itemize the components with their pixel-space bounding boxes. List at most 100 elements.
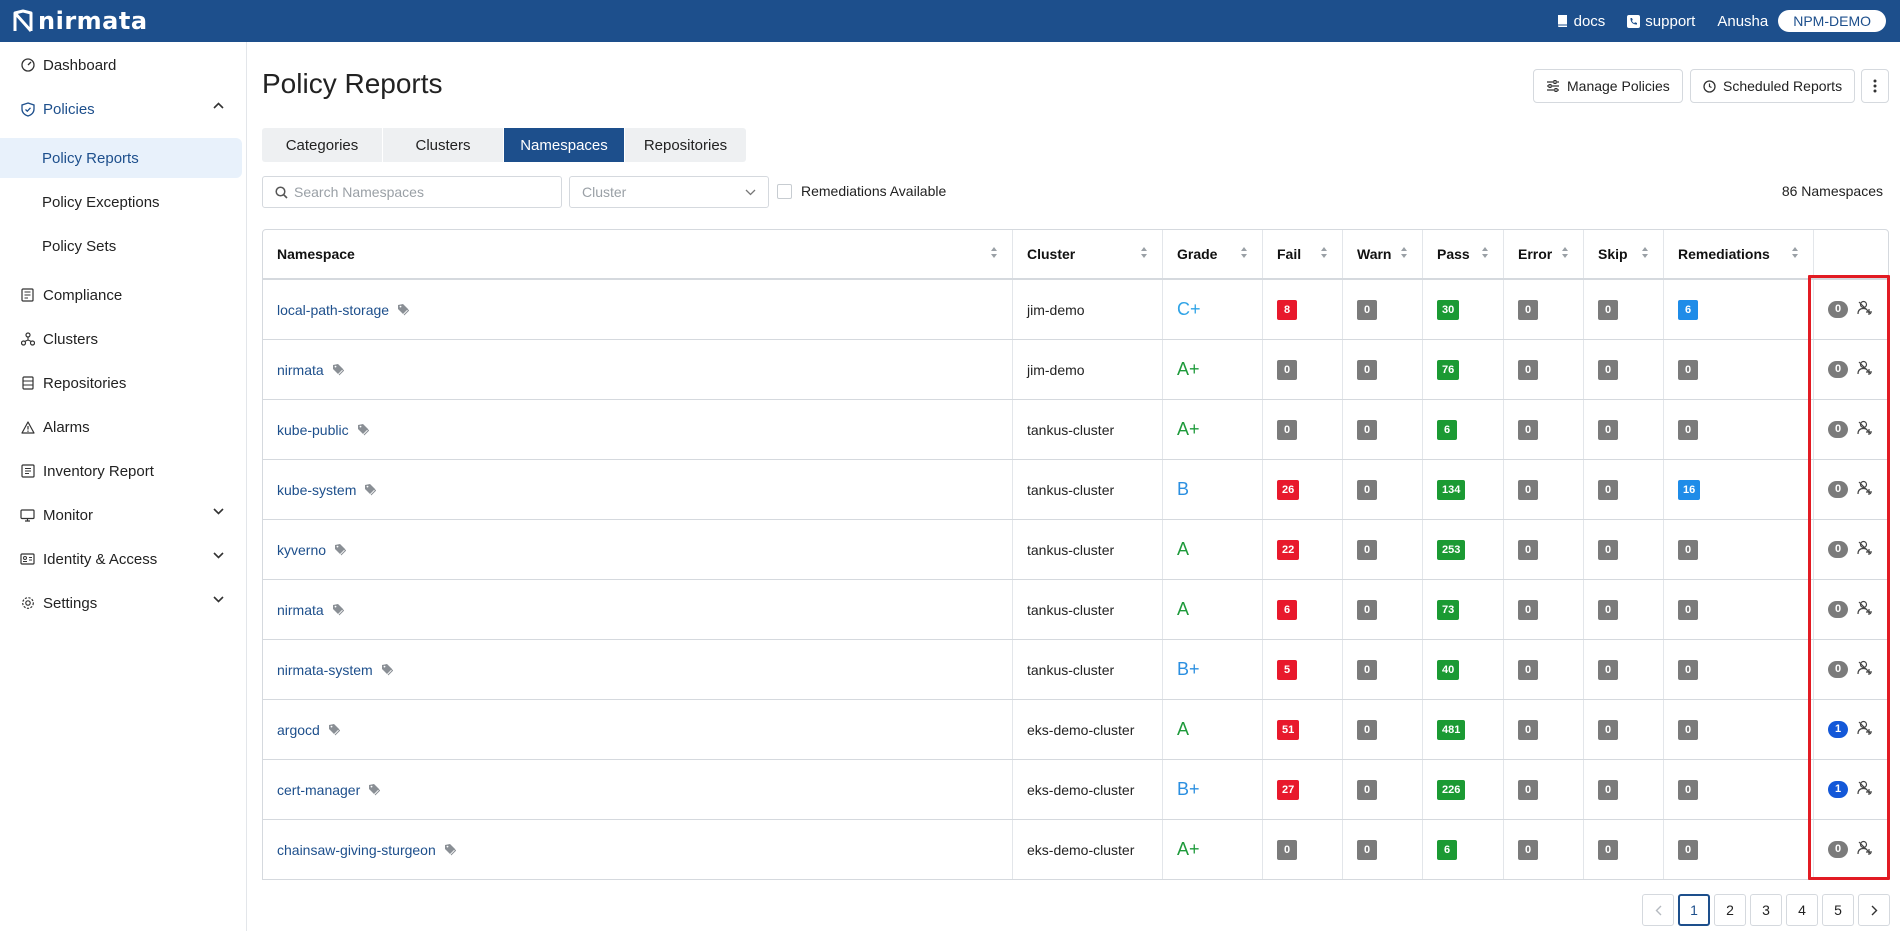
- exceptions-count-badge[interactable]: 0: [1828, 481, 1848, 498]
- sidebar-item-clusters[interactable]: Clusters: [0, 320, 246, 358]
- namespace-link[interactable]: cert-manager: [277, 781, 361, 798]
- sort-icon[interactable]: [990, 246, 998, 262]
- header-warn[interactable]: Warn: [1343, 230, 1423, 278]
- header-fail[interactable]: Fail: [1263, 230, 1343, 278]
- labels-icon[interactable]: [368, 783, 381, 796]
- header-skip[interactable]: Skip: [1584, 230, 1664, 278]
- labels-icon[interactable]: [334, 543, 347, 556]
- add-exception-icon[interactable]: [1857, 840, 1873, 859]
- exceptions-count-badge[interactable]: 0: [1828, 301, 1848, 318]
- add-exception-icon[interactable]: [1857, 660, 1873, 679]
- page-button[interactable]: 4: [1786, 894, 1818, 926]
- labels-icon[interactable]: [397, 303, 410, 316]
- namespace-link[interactable]: kyverno: [277, 541, 327, 558]
- tab-namespaces[interactable]: Namespaces: [504, 128, 625, 162]
- add-exception-icon[interactable]: [1857, 480, 1873, 499]
- sort-icon[interactable]: [1791, 246, 1799, 262]
- more-options-button[interactable]: [1861, 69, 1889, 103]
- manage-policies-button[interactable]: Manage Policies: [1533, 69, 1683, 103]
- exceptions-count-badge[interactable]: 1: [1828, 721, 1848, 738]
- chevron-up-icon[interactable]: [213, 102, 224, 109]
- add-exception-icon[interactable]: [1857, 600, 1873, 619]
- labels-icon[interactable]: [444, 843, 456, 856]
- chevron-down-icon[interactable]: [213, 552, 224, 559]
- previous-page-button[interactable]: [1642, 894, 1674, 926]
- nirmata-logo[interactable]: nirmata: [12, 7, 148, 35]
- sidebar-item-identity-access[interactable]: Identity & Access: [0, 540, 246, 578]
- add-exception-icon[interactable]: [1857, 420, 1873, 439]
- sidebar-item-policies[interactable]: Policies: [0, 90, 246, 128]
- sidebar-item-dashboard[interactable]: Dashboard: [0, 46, 246, 84]
- sort-icon[interactable]: [1561, 246, 1569, 262]
- exceptions-count-badge[interactable]: 0: [1828, 601, 1848, 618]
- sort-icon[interactable]: [1320, 246, 1328, 262]
- scheduled-reports-button[interactable]: Scheduled Reports: [1690, 69, 1856, 103]
- remediations-cell: 0: [1664, 700, 1814, 759]
- labels-icon[interactable]: [328, 723, 340, 736]
- chevron-down-icon[interactable]: [213, 596, 224, 603]
- add-exception-icon[interactable]: [1857, 300, 1873, 319]
- sidebar-subitem-policy-sets[interactable]: Policy Sets: [42, 237, 117, 255]
- labels-icon[interactable]: [332, 363, 344, 376]
- sidebar-item-alarms[interactable]: Alarms: [0, 408, 246, 446]
- header-remediations[interactable]: Remediations: [1664, 230, 1814, 278]
- sidebar-item-monitor[interactable]: Monitor: [0, 496, 246, 534]
- remediations-filter[interactable]: Remediations Available: [777, 183, 946, 199]
- add-exception-icon[interactable]: [1857, 720, 1873, 739]
- header-namespace[interactable]: Namespace: [263, 230, 1013, 278]
- support-link[interactable]: support: [1627, 13, 1695, 30]
- page-button[interactable]: 2: [1714, 894, 1746, 926]
- labels-icon[interactable]: [357, 423, 369, 436]
- org-badge[interactable]: NPM-DEMO: [1778, 10, 1886, 32]
- namespace-link[interactable]: nirmata: [277, 361, 324, 378]
- header-error[interactable]: Error: [1504, 230, 1584, 278]
- exceptions-count-badge[interactable]: 0: [1828, 661, 1848, 678]
- sidebar-item-repositories[interactable]: Repositories: [0, 364, 246, 402]
- sort-icon[interactable]: [1140, 246, 1148, 262]
- sidebar-item-compliance[interactable]: Compliance: [0, 276, 246, 314]
- header-grade[interactable]: Grade: [1163, 230, 1263, 278]
- sort-icon[interactable]: [1240, 246, 1248, 262]
- labels-icon[interactable]: [381, 663, 393, 676]
- namespace-link[interactable]: kube-system: [277, 481, 357, 498]
- sidebar-item-settings[interactable]: Settings: [0, 584, 246, 622]
- search-input[interactable]: [294, 184, 544, 200]
- exceptions-count-badge[interactable]: 0: [1828, 361, 1848, 378]
- tab-clusters[interactable]: Clusters: [383, 128, 504, 162]
- sort-icon[interactable]: [1641, 246, 1649, 262]
- cluster-select[interactable]: Cluster: [569, 176, 769, 208]
- next-page-button[interactable]: [1858, 894, 1890, 926]
- namespace-link[interactable]: kube-public: [277, 421, 349, 438]
- tab-repositories[interactable]: Repositories: [643, 136, 728, 154]
- namespace-link[interactable]: argocd: [277, 721, 320, 738]
- page-button[interactable]: 3: [1750, 894, 1782, 926]
- page-button[interactable]: 5: [1822, 894, 1854, 926]
- remediations-checkbox[interactable]: [777, 183, 792, 199]
- chevron-down-icon[interactable]: [213, 508, 224, 515]
- sidebar-subitem-policy-exceptions[interactable]: Policy Exceptions: [42, 193, 160, 211]
- namespace-link[interactable]: nirmata-system: [277, 661, 373, 678]
- exceptions-count-badge[interactable]: 0: [1828, 841, 1848, 858]
- remediations-cell: 0: [1664, 760, 1814, 819]
- exceptions-count-badge[interactable]: 0: [1828, 421, 1848, 438]
- header-cluster[interactable]: Cluster: [1013, 230, 1163, 278]
- exceptions-count-badge[interactable]: 1: [1828, 781, 1848, 798]
- add-exception-icon[interactable]: [1857, 540, 1873, 559]
- namespace-link[interactable]: nirmata: [277, 601, 324, 618]
- tab-categories[interactable]: Categories: [262, 128, 383, 162]
- add-exception-icon[interactable]: [1857, 780, 1873, 799]
- exceptions-count-badge[interactable]: 0: [1828, 541, 1848, 558]
- header-pass[interactable]: Pass: [1423, 230, 1504, 278]
- add-exception-icon[interactable]: [1857, 360, 1873, 379]
- namespace-link[interactable]: local-path-storage: [277, 301, 390, 318]
- labels-icon[interactable]: [332, 603, 344, 616]
- page-button[interactable]: 1: [1678, 894, 1710, 926]
- user-menu[interactable]: Anusha NPM-DEMO: [1717, 10, 1886, 32]
- sort-icon[interactable]: [1481, 246, 1489, 262]
- labels-icon[interactable]: [364, 483, 377, 496]
- sidebar-item-inventory-report[interactable]: Inventory Report: [0, 452, 246, 490]
- docs-link[interactable]: docs: [1556, 13, 1605, 30]
- namespace-link[interactable]: chainsaw-giving-sturgeon: [277, 841, 436, 858]
- sidebar-subitem-policy-reports[interactable]: Policy Reports: [0, 138, 242, 178]
- sort-icon[interactable]: [1400, 246, 1408, 262]
